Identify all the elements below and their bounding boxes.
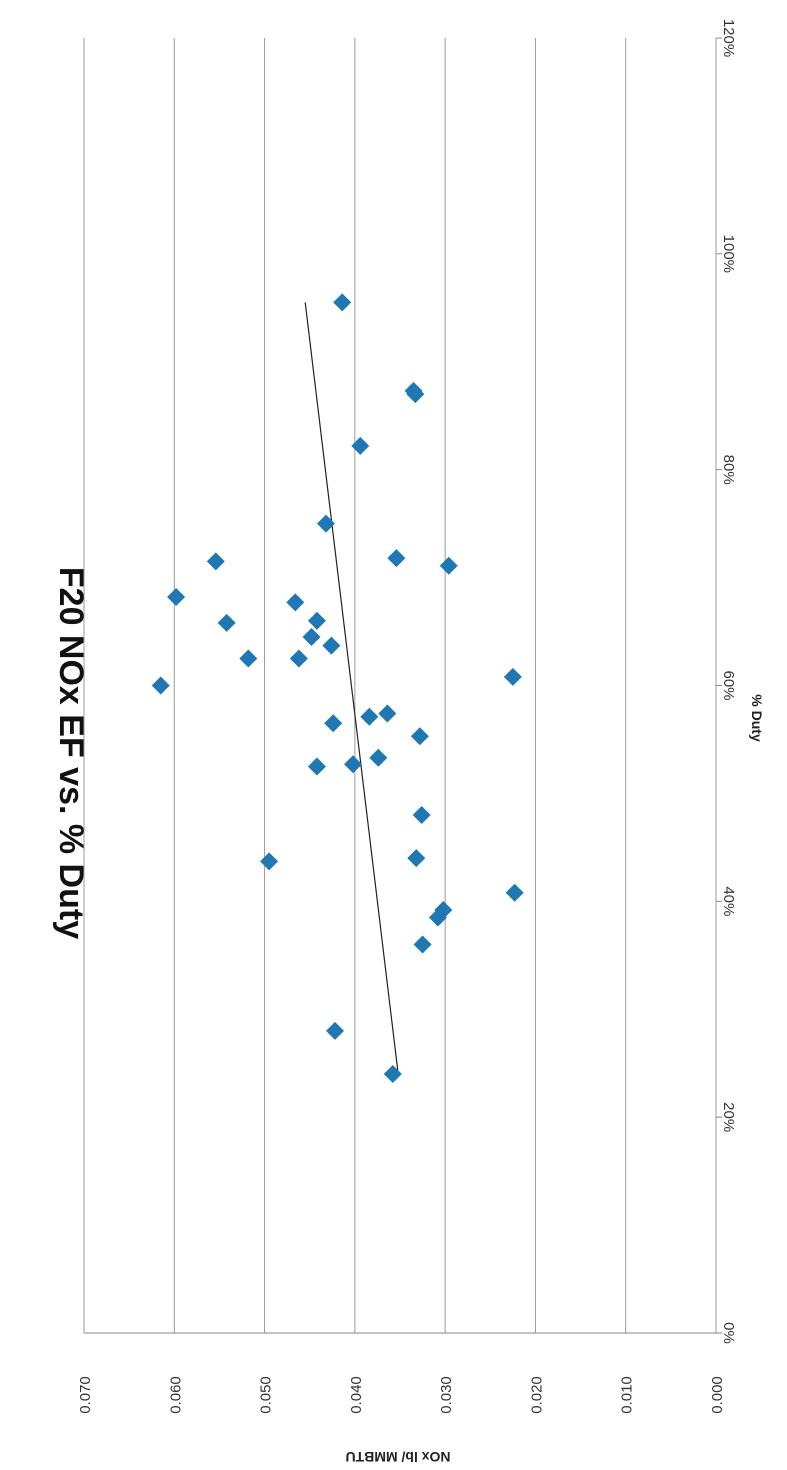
trendline-group <box>304 302 399 1075</box>
data-point <box>404 381 423 400</box>
data-point <box>383 1065 402 1083</box>
data-point <box>410 727 429 746</box>
x-tick-label: 20% <box>720 1102 737 1132</box>
data-point <box>439 556 458 575</box>
gridlines <box>83 37 722 1334</box>
y-tick-label: 0.070 <box>77 1376 94 1414</box>
data-point <box>307 611 326 630</box>
data-point <box>322 636 341 655</box>
data-point <box>307 757 326 776</box>
data-point <box>387 549 406 568</box>
chart-title: F20 NOx EF vs. % Duty <box>52 567 90 939</box>
y-tick-label: 0.000 <box>709 1376 726 1414</box>
x-tick-label: 60% <box>720 670 737 700</box>
data-point <box>302 627 321 646</box>
data-point <box>344 755 363 774</box>
data-point <box>378 704 397 723</box>
data-point <box>167 588 186 607</box>
data-point <box>333 293 352 312</box>
data-points <box>151 293 524 1083</box>
data-point <box>217 613 236 632</box>
y-tick-label: 0.020 <box>528 1376 545 1414</box>
y-tick-label: 0.040 <box>348 1376 365 1414</box>
data-point <box>289 649 308 668</box>
data-point <box>286 593 305 612</box>
data-point <box>206 552 225 571</box>
y-tick-label: 0.030 <box>438 1376 455 1414</box>
data-point <box>151 676 170 695</box>
data-point <box>413 935 432 954</box>
data-point <box>316 514 335 533</box>
data-point <box>369 748 388 767</box>
data-point <box>503 667 522 686</box>
data-point <box>434 900 453 919</box>
x-axis-title: % Duty <box>749 694 765 742</box>
data-point <box>239 649 258 668</box>
y-tick-label: 0.010 <box>619 1376 636 1414</box>
x-tick-label: 40% <box>720 886 737 916</box>
data-point <box>324 714 343 733</box>
data-point <box>351 436 370 455</box>
y-axis-title: NOx lb/ MMBTU <box>346 1449 451 1465</box>
y-tick-label: 0.060 <box>167 1376 184 1414</box>
data-point <box>360 707 379 726</box>
x-tick-label: 120% <box>720 19 737 57</box>
x-tick-label: 80% <box>720 455 737 485</box>
trendline <box>304 302 399 1075</box>
x-tick-labels: 0% 20% 40% 60% 80% 100% 120% <box>720 19 737 1344</box>
data-point <box>325 1021 344 1040</box>
data-point <box>505 883 524 902</box>
y-tick-labels: 0.000 0.010 0.020 0.030 0.040 0.050 0.060 0.070 <box>77 1376 726 1414</box>
x-tick-label: 100% <box>720 235 737 273</box>
data-point <box>407 849 426 868</box>
x-tick-label: 0% <box>720 1322 737 1344</box>
data-point <box>412 806 431 824</box>
y-tick-label: 0.050 <box>258 1376 275 1414</box>
data-point <box>260 852 279 871</box>
